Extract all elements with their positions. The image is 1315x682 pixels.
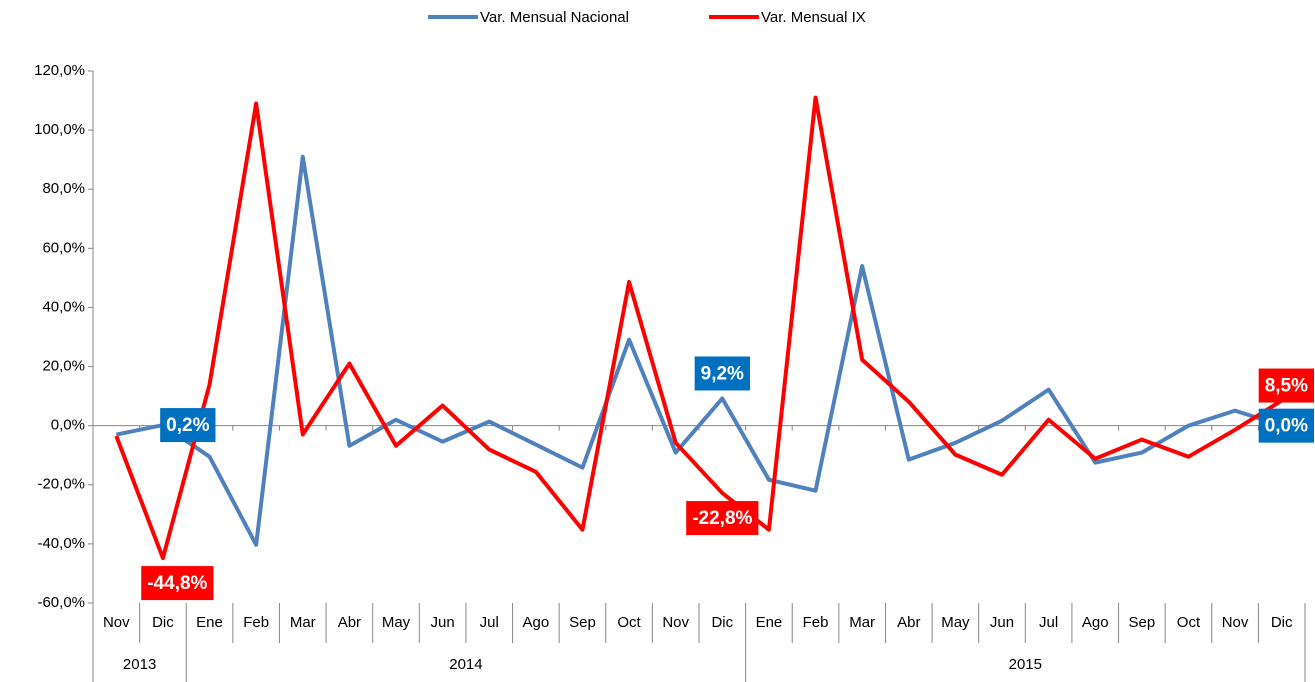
y-tick-label: 60,0% [42, 239, 85, 256]
x-tick-label: Dic [711, 614, 733, 631]
x-tick-label: Jun [431, 614, 455, 631]
x-tick-label: Sep [1128, 614, 1155, 631]
y-tick-label: 20,0% [42, 358, 85, 375]
x-group-label: 2013 [123, 656, 156, 673]
x-tick-label: Abr [338, 614, 361, 631]
legend-label: Var. Mensual Nacional [480, 9, 629, 26]
x-tick-label: Mar [290, 614, 316, 631]
y-tick-label: -40,0% [37, 535, 85, 552]
x-tick-label: Ene [756, 614, 783, 631]
x-tick-label: Dic [1271, 614, 1293, 631]
x-tick-label: Ene [196, 614, 223, 631]
x-tick-label: Ago [1082, 614, 1109, 631]
x-tick-label: Nov [1222, 614, 1249, 631]
x-tick-label: Oct [1177, 614, 1201, 631]
x-tick-label: Feb [803, 614, 829, 631]
y-tick-label: 120,0% [34, 62, 85, 79]
data-label-box [160, 408, 216, 443]
y-tick-label: 0,0% [51, 417, 85, 434]
y-tick-label: 80,0% [42, 180, 85, 197]
x-group-label: 2014 [449, 656, 482, 673]
data-label: -22,8% [692, 508, 752, 529]
data-label: 9,2% [701, 363, 744, 384]
x-tick-label: Nov [103, 614, 130, 631]
x-tick-label: May [941, 614, 970, 631]
data-label-box [1258, 408, 1314, 443]
x-tick-label: Abr [897, 614, 920, 631]
data-label-box [686, 501, 759, 536]
x-tick-label: Sep [569, 614, 596, 631]
x-tick-label: Jul [480, 614, 499, 631]
series-line [114, 95, 1283, 561]
x-tick-label: Jul [1039, 614, 1058, 631]
y-tick-label: -60,0% [37, 594, 85, 611]
data-label: -44,8% [147, 573, 207, 594]
legend-label: Var. Mensual IX [761, 9, 866, 26]
x-tick-label: Nov [662, 614, 689, 631]
y-tick-label: 100,0% [34, 121, 85, 138]
x-tick-label: Dic [152, 614, 174, 631]
data-label: 8,5% [1265, 376, 1308, 397]
data-label-box [141, 566, 214, 601]
x-tick-label: Oct [617, 614, 641, 631]
data-label: 0,2% [166, 415, 209, 436]
x-tick-label: Ago [522, 614, 549, 631]
data-label-box [1258, 368, 1314, 403]
x-tick-label: Jun [990, 614, 1014, 631]
x-tick-label: Feb [243, 614, 269, 631]
x-group-label: 2015 [1009, 656, 1042, 673]
data-label: 0,0% [1265, 416, 1308, 437]
data-label-box [694, 356, 750, 391]
y-tick-label: -20,0% [37, 476, 85, 493]
x-tick-label: May [382, 614, 411, 631]
y-tick-label: 40,0% [42, 298, 85, 315]
x-tick-label: Mar [849, 614, 875, 631]
